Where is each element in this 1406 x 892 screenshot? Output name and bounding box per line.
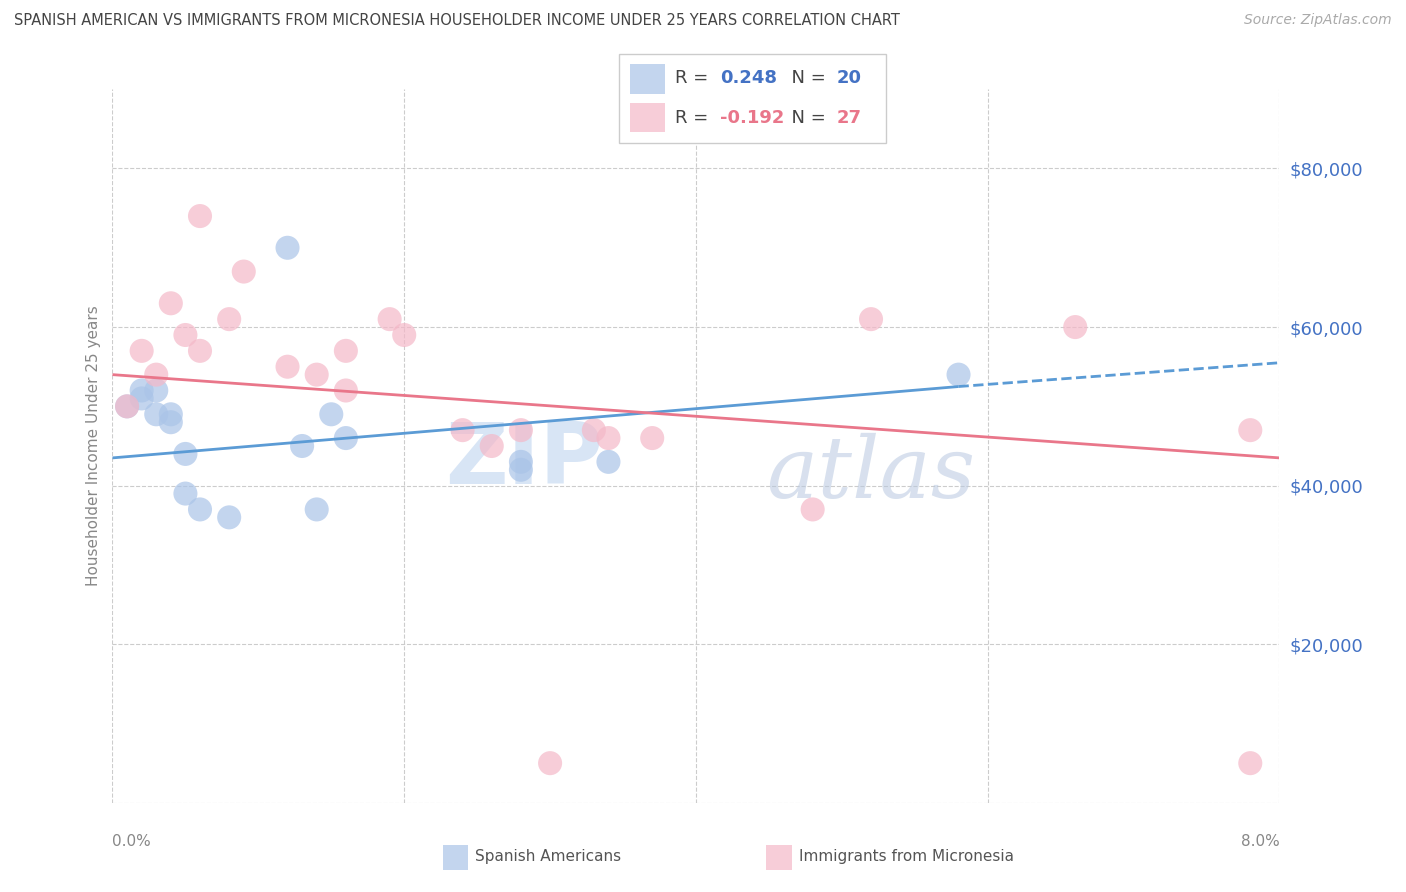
Point (174, 486, 197, 500)
Text: 0.248: 0.248 (720, 70, 778, 87)
Text: 8.0%: 8.0% (1240, 834, 1279, 849)
Point (1239, 756, 1261, 771)
Point (582, 423, 605, 437)
Point (160, 296, 183, 310)
Text: 27: 27 (837, 109, 862, 127)
Point (218, 510, 240, 524)
Text: N =: N = (780, 109, 832, 127)
Text: 20: 20 (837, 70, 862, 87)
Text: 0.0%: 0.0% (112, 834, 152, 849)
Point (291, 439, 314, 453)
Point (115, 400, 138, 414)
Point (481, 439, 503, 453)
Text: N =: N = (780, 70, 832, 87)
Point (174, 328, 197, 343)
Point (115, 400, 138, 414)
Text: SPANISH AMERICAN VS IMMIGRANTS FROM MICRONESIA HOUSEHOLDER INCOME UNDER 25 YEARS: SPANISH AMERICAN VS IMMIGRANTS FROM MICR… (14, 13, 900, 29)
Point (509, 463, 531, 477)
Text: R =: R = (675, 109, 714, 127)
Point (174, 447, 197, 461)
Point (335, 343, 357, 358)
Point (276, 241, 298, 255)
Text: atlas: atlas (766, 434, 976, 516)
Point (335, 431, 357, 445)
Point (131, 392, 153, 406)
Text: -0.192: -0.192 (720, 109, 785, 127)
Point (801, 502, 824, 516)
Point (131, 343, 153, 358)
Point (305, 368, 328, 382)
Y-axis label: Householder Income Under 25 years: Householder Income Under 25 years (86, 306, 101, 586)
Point (145, 368, 167, 382)
Point (641, 431, 664, 445)
Point (1064, 320, 1087, 334)
Point (160, 415, 183, 429)
Point (160, 407, 183, 421)
Point (598, 455, 620, 469)
Point (276, 359, 298, 374)
Text: Immigrants from Micronesia: Immigrants from Micronesia (799, 849, 1014, 863)
Point (145, 384, 167, 398)
Point (131, 384, 153, 398)
Text: ZIP: ZIP (444, 418, 603, 502)
Point (1239, 423, 1261, 437)
Point (509, 423, 531, 437)
Point (378, 312, 401, 326)
Point (305, 502, 328, 516)
Point (451, 423, 474, 437)
Point (188, 209, 211, 223)
Text: R =: R = (675, 70, 714, 87)
Point (321, 407, 343, 421)
Point (188, 343, 211, 358)
Point (335, 384, 357, 398)
Point (948, 368, 970, 382)
Text: Spanish Americans: Spanish Americans (475, 849, 621, 863)
Point (188, 502, 211, 516)
Point (509, 455, 531, 469)
Point (392, 328, 416, 343)
Point (218, 312, 240, 326)
Point (859, 312, 883, 326)
Point (145, 407, 167, 421)
Point (232, 264, 254, 278)
Point (598, 431, 620, 445)
Point (538, 756, 561, 771)
Text: Source: ZipAtlas.com: Source: ZipAtlas.com (1244, 13, 1392, 28)
